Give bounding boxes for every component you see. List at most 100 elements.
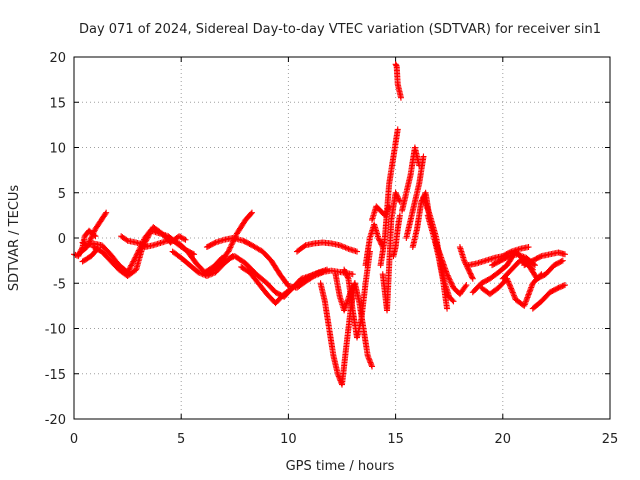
data-point bbox=[341, 266, 348, 273]
x-tick-label: 10 bbox=[280, 432, 297, 447]
data-track-arc-17 bbox=[362, 221, 386, 269]
data-point bbox=[394, 193, 401, 200]
data-point bbox=[176, 233, 183, 240]
data-point bbox=[336, 242, 343, 249]
data-point bbox=[142, 238, 149, 245]
data-point bbox=[129, 259, 136, 266]
y-tick-label: 0 bbox=[58, 232, 66, 247]
data-point bbox=[198, 270, 205, 277]
data-point bbox=[126, 265, 133, 272]
chart-title: Day 071 of 2024, Sidereal Day-to-day VTE… bbox=[79, 22, 601, 37]
data-point bbox=[354, 248, 361, 255]
data-point bbox=[450, 298, 457, 305]
data-point bbox=[223, 256, 230, 263]
data-point bbox=[227, 244, 234, 251]
data-point bbox=[507, 284, 514, 291]
x-tick-label: 5 bbox=[177, 432, 185, 447]
data-track-arc-15 bbox=[332, 271, 376, 370]
data-point bbox=[226, 247, 233, 254]
y-axis-label: SDTVAR / TECUs bbox=[7, 185, 22, 292]
data-point bbox=[393, 192, 400, 199]
grid bbox=[74, 57, 610, 419]
data-point bbox=[463, 282, 470, 289]
data-point bbox=[170, 238, 177, 245]
data-point bbox=[167, 236, 174, 243]
data-series bbox=[71, 61, 568, 388]
data-point bbox=[369, 363, 376, 370]
y-tick-label: -15 bbox=[45, 368, 66, 383]
data-point bbox=[462, 260, 469, 267]
x-tick-label: 20 bbox=[495, 432, 512, 447]
y-tick-label: 5 bbox=[58, 187, 66, 202]
data-point bbox=[466, 267, 473, 274]
data-point bbox=[447, 277, 454, 284]
data-point bbox=[508, 285, 515, 292]
axis-ticks: 0 5 10 15 20 25 -20 -15 -10 -5 0 5 10 15 20 bbox=[45, 51, 619, 447]
data-point bbox=[464, 265, 471, 272]
data-point bbox=[342, 269, 349, 276]
data-point bbox=[509, 289, 516, 296]
data-point bbox=[341, 244, 348, 251]
data-point bbox=[444, 305, 451, 312]
data-point bbox=[228, 241, 235, 248]
data-point bbox=[397, 94, 404, 101]
data-point bbox=[341, 267, 348, 274]
data-point bbox=[375, 235, 382, 241]
data-point bbox=[517, 252, 524, 259]
data-point bbox=[179, 235, 186, 242]
y-tick-label: -10 bbox=[45, 323, 66, 338]
data-point bbox=[178, 234, 185, 241]
data-point bbox=[561, 251, 568, 258]
data-point bbox=[469, 274, 476, 281]
data-track-arc-28 bbox=[431, 235, 470, 298]
data-point bbox=[145, 233, 152, 240]
data-point bbox=[559, 257, 566, 264]
data-track-arc-29 bbox=[456, 244, 476, 282]
data-track-arc-06 bbox=[118, 233, 148, 249]
data-point bbox=[127, 263, 134, 270]
data-point bbox=[376, 236, 383, 243]
data-track-arc-19 bbox=[377, 126, 401, 269]
data-point bbox=[247, 241, 254, 248]
data-point bbox=[89, 231, 96, 238]
data-point bbox=[467, 271, 474, 278]
data-point bbox=[462, 283, 469, 290]
data-point bbox=[195, 269, 202, 276]
data-point bbox=[377, 238, 384, 245]
data-point bbox=[449, 297, 456, 304]
data-point bbox=[561, 282, 568, 289]
data-point bbox=[89, 232, 96, 239]
data-point bbox=[505, 253, 512, 260]
data-track-arc-36 bbox=[529, 282, 568, 312]
data-point bbox=[339, 243, 346, 250]
data-point bbox=[226, 255, 233, 262]
data-point bbox=[505, 278, 512, 285]
data-point bbox=[525, 244, 532, 251]
y-tick-label: 20 bbox=[49, 51, 66, 66]
data-point bbox=[396, 212, 403, 219]
data-point bbox=[225, 248, 232, 255]
data-point bbox=[396, 197, 403, 204]
data-point bbox=[146, 231, 153, 238]
data-point bbox=[504, 277, 511, 284]
data-track-arc-21 bbox=[390, 212, 403, 260]
data-point bbox=[301, 243, 308, 250]
data-point bbox=[447, 279, 454, 286]
y-tick-label: 15 bbox=[49, 96, 66, 111]
data-point bbox=[508, 286, 515, 293]
x-tick-label: 0 bbox=[70, 432, 78, 447]
data-point bbox=[344, 274, 351, 281]
data-point bbox=[506, 282, 513, 289]
data-point bbox=[143, 237, 150, 244]
data-point bbox=[344, 273, 351, 280]
data-point bbox=[126, 266, 133, 273]
data-track-arc-24 bbox=[403, 153, 427, 241]
x-tick-label: 25 bbox=[602, 432, 619, 447]
data-point bbox=[225, 255, 232, 262]
data-point bbox=[510, 292, 517, 299]
data-point bbox=[233, 231, 240, 238]
data-point bbox=[226, 245, 233, 252]
data-point bbox=[516, 251, 523, 258]
data-point bbox=[128, 262, 135, 269]
